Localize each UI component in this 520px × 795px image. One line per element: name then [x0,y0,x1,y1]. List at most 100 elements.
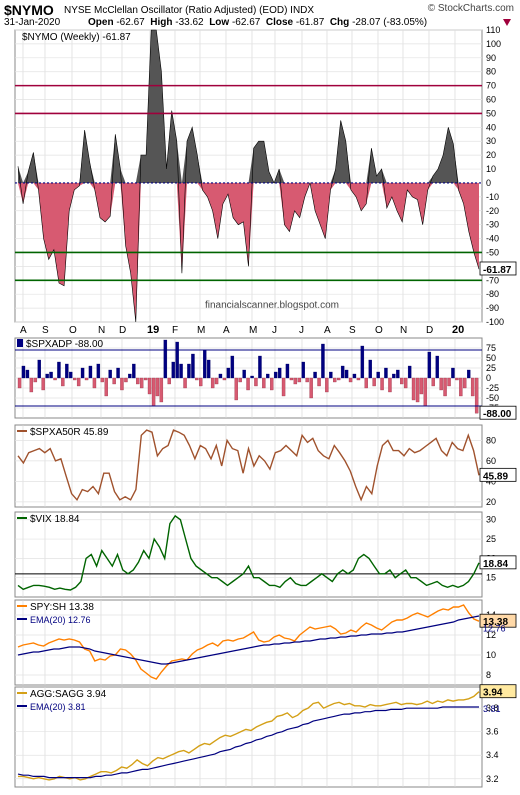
adp-bar [340,365,345,379]
adp-bar [337,377,341,381]
y-tick-0-18: -70 [486,275,499,285]
adp-bar [151,377,156,407]
panel-title-1: $SPXADP -88.00 [26,339,104,350]
panel-frame-3 [14,511,483,598]
x-label-14: O [375,325,383,336]
adp-bar [132,363,136,379]
adp-bar [360,345,365,379]
adp-bar [17,377,22,389]
adp-bar [250,375,254,379]
y-tick-0-16: -50 [486,247,499,257]
low-value: -62.67 [231,17,261,28]
series-line-4-0 [17,604,480,680]
adp-bar [321,343,325,379]
adp-bar [474,377,479,414]
adp-bar [419,377,424,395]
y-tick-4-2: 10 [486,650,496,660]
adp-bar [84,377,89,381]
y-tick-0-20: -90 [486,303,499,313]
y-tick-0-4: 70 [486,81,496,91]
adp-bar [25,369,30,379]
adp-bar [392,373,396,379]
x-label-15: N [400,325,407,336]
adp-bar [218,373,223,379]
adp-bar [187,363,191,379]
adp-bar [199,377,203,387]
adp-bar [179,363,183,379]
adp-bar [277,367,282,379]
down-arrow-icon [503,19,511,26]
panel-frame-2 [14,424,483,508]
last-value-3: 18.84 [483,559,508,570]
adp-bar [439,377,443,391]
adp-bar [175,341,179,379]
low-label: Low [209,17,230,28]
ohlc-line: Open -62.67 High -33.62 Low -62.67 Close… [88,17,427,28]
y-tick-0-1: 100 [486,39,501,49]
adp-bar [467,369,471,379]
x-label-7: M [197,325,205,336]
adp-bar [203,349,207,379]
y-tick-2-0: 80 [486,435,496,445]
adp-bar [116,367,120,379]
adp-bar [396,369,400,379]
adp-bar [61,377,65,387]
adp-bar [183,377,187,389]
adp-bar [120,377,124,391]
adp-bar [246,377,250,391]
y-tick-5-0: 3.8 [486,703,499,713]
panel-title-3: $VIX 18.84 [30,514,80,525]
adp-bar [293,377,298,385]
adp-bar [242,369,246,379]
y-tick-0-0: 110 [486,25,500,35]
nymo-line [17,29,480,323]
adp-bar [73,377,77,381]
adp-bar [400,377,404,385]
adp-bar [313,371,317,379]
adp-bar [258,355,262,379]
adp-bar [57,361,61,379]
y-tick-0-10: 10 [486,164,496,174]
y-tick-3-0: 30 [486,515,496,525]
adp-bar [305,377,309,383]
adp-bar [364,377,368,389]
symbol-title: $NYMO [4,2,54,18]
adp-bar [376,371,380,379]
adp-bar [128,373,132,379]
adp-bar [380,377,384,391]
quote-date: 31-Jan-2020 [4,17,61,28]
y-tick-1-0: 75 [486,343,496,353]
x-label-6: F [172,325,178,336]
last-value-2: 45.89 [483,471,508,482]
last-value-box-5 [479,684,517,699]
adp-bar [273,371,278,379]
adp-bar [163,339,168,379]
adp-bar [226,367,231,379]
adp-bar [463,377,467,389]
y-tick-3-1: 25 [486,534,496,544]
panel-title-0: $NYMO (Weekly) -61.87 [22,32,131,43]
y-tick-2-1: 60 [486,456,496,466]
adp-bar [159,377,164,403]
y-tick-0-13: -20 [486,206,499,216]
adp-bar [33,377,38,383]
y-tick-5-1: 3.6 [486,727,499,737]
last-value-1: -88.00 [483,409,512,420]
adp-bar [100,377,104,383]
adp-bar [80,367,85,379]
adp-bar [238,377,242,383]
adp-bar [415,377,420,403]
panel-title-4: SPY:SH 13.38 [30,602,94,613]
x-label-2: O [69,325,77,336]
adp-bar [69,371,73,379]
adp-bar [230,355,235,379]
adp-bar [403,377,408,389]
adp-bar [281,377,286,397]
close-value: -61.87 [295,17,325,28]
last-value-4: 13.38 [483,617,508,628]
copyright: © StockCharts.com [427,3,514,14]
adp-bar [368,359,372,379]
y-tick-1-2: 25 [486,363,496,373]
adp-bar [195,377,199,381]
y-tick-0-14: -30 [486,220,499,230]
